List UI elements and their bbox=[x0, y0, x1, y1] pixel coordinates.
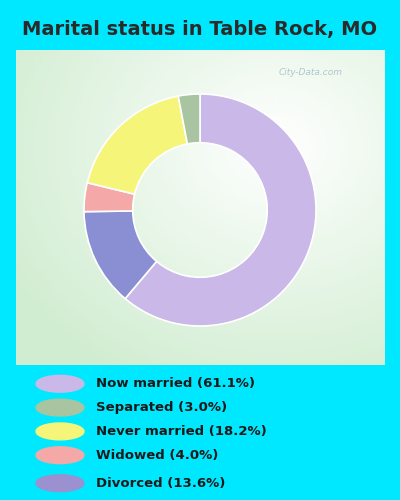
Circle shape bbox=[36, 475, 84, 492]
Wedge shape bbox=[87, 96, 187, 194]
Circle shape bbox=[36, 447, 84, 464]
Circle shape bbox=[36, 376, 84, 392]
Text: Never married (18.2%): Never married (18.2%) bbox=[96, 425, 267, 438]
Circle shape bbox=[36, 423, 84, 440]
Text: Divorced (13.6%): Divorced (13.6%) bbox=[96, 476, 225, 490]
Text: Now married (61.1%): Now married (61.1%) bbox=[96, 378, 255, 390]
Circle shape bbox=[36, 399, 84, 416]
Wedge shape bbox=[84, 211, 156, 298]
Text: Separated (3.0%): Separated (3.0%) bbox=[96, 401, 227, 414]
Wedge shape bbox=[125, 94, 316, 326]
Text: Widowed (4.0%): Widowed (4.0%) bbox=[96, 448, 218, 462]
Text: Marital status in Table Rock, MO: Marital status in Table Rock, MO bbox=[22, 20, 378, 40]
Text: City-Data.com: City-Data.com bbox=[278, 68, 342, 76]
Wedge shape bbox=[178, 94, 200, 144]
Wedge shape bbox=[84, 182, 135, 212]
